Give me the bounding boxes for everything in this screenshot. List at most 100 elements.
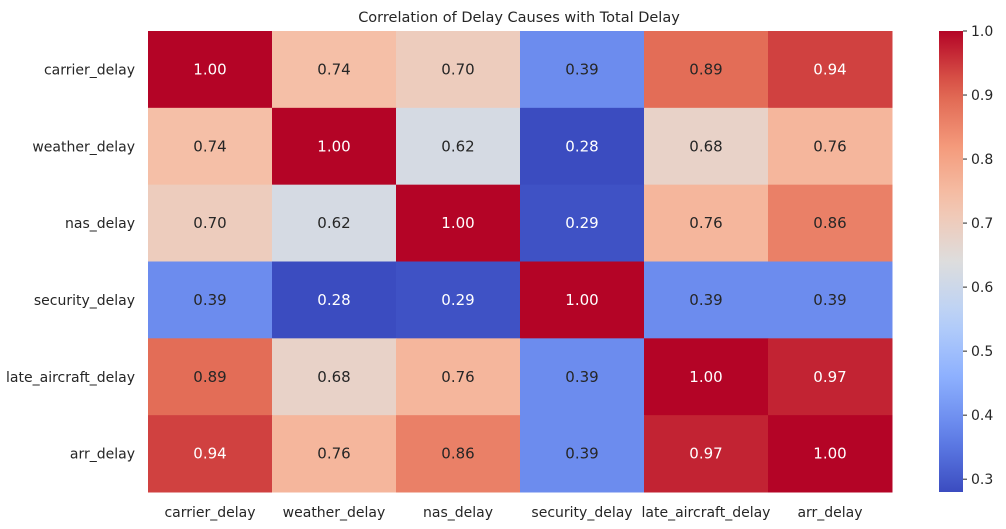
colorbar-tick-label: 0.8: [971, 152, 993, 168]
cell-value-label: 0.70: [193, 214, 226, 232]
cell-value-label: 1.00: [813, 445, 846, 463]
heatmap-cell: [272, 184, 397, 262]
heatmap-cell: [768, 338, 893, 416]
heatmap-cell: [272, 338, 397, 416]
heatmap-cell: [768, 184, 893, 262]
cell-value-label: 0.86: [813, 214, 846, 232]
x-tick-label: arr_delay: [797, 505, 862, 521]
colorbar-tick-label: 0.4: [971, 408, 993, 424]
heatmap-cell: [396, 261, 521, 339]
cell-value-label: 0.76: [689, 214, 722, 232]
cell-value-label: 0.68: [317, 368, 350, 386]
colorbar-tick-labels: 0.3 0.4 0.5 0.6 0.7 0.8 0.9 1.0: [963, 24, 993, 488]
heatmap-cell: [644, 415, 769, 493]
heatmap-cell: [520, 31, 645, 109]
cell-value-label: 0.70: [441, 60, 474, 78]
colorbar-tick-label: 0.5: [971, 344, 993, 360]
heatmap-cell: [148, 415, 273, 493]
cell-value-label: 0.74: [193, 137, 226, 155]
cell-value-label: 0.62: [317, 214, 350, 232]
cell-value-label: 0.39: [813, 291, 846, 309]
heatmap-cell: [520, 107, 645, 186]
y-tick-label: security_delay: [34, 293, 135, 309]
heatmap-cell-labels: 1.00 0.74 0.70 0.39 0.89 0.94 0.74 1.00 0.62 0.28…: [193, 60, 846, 462]
cell-value-label: 0.86: [441, 445, 474, 463]
cell-value-label: 1.00: [317, 137, 350, 155]
heatmap-cell: [768, 107, 893, 186]
cell-value-label: 0.89: [689, 60, 722, 78]
cell-value-label: 0.39: [565, 60, 598, 78]
cell-value-label: 0.39: [193, 291, 226, 309]
heatmap-cell: [644, 184, 769, 262]
heatmap-cell: [396, 184, 521, 262]
cell-value-label: 0.29: [565, 214, 598, 232]
x-tick-label: weather_delay: [283, 505, 386, 521]
cell-value-label: 0.76: [441, 368, 474, 386]
heatmap-cell: [272, 261, 397, 339]
cell-value-label: 0.94: [813, 60, 846, 78]
y-tick-label: arr_delay: [70, 447, 135, 463]
cell-value-label: 0.74: [317, 60, 350, 78]
cell-value-label: 0.68: [689, 137, 722, 155]
heatmap-cell: [644, 338, 769, 416]
cell-value-label: 1.00: [689, 368, 722, 386]
heatmap-cell: [148, 338, 273, 416]
cell-value-label: 1.00: [565, 291, 598, 309]
x-tick-label: carrier_delay: [164, 505, 255, 521]
cell-value-label: 0.28: [317, 291, 350, 309]
heatmap-cell: [148, 184, 273, 262]
cell-value-label: 0.89: [193, 368, 226, 386]
heatmap-cell: [396, 338, 521, 416]
chart-title: Correlation of Delay Causes with Total D…: [358, 10, 680, 26]
cell-value-label: 0.97: [689, 445, 722, 463]
y-tick-label: nas_delay: [65, 216, 135, 232]
y-tick-label: weather_delay: [32, 139, 135, 155]
heatmap-cells: [148, 31, 893, 493]
heatmap-cell: [644, 261, 769, 339]
heatmap-cell: [272, 31, 397, 109]
heatmap-cell: [520, 261, 645, 339]
y-tick-label: late_aircraft_delay: [6, 370, 135, 386]
heatmap-cell: [768, 31, 893, 109]
x-axis-tick-labels: carrier_delay weather_delay nas_delay secur…: [164, 505, 862, 521]
heatmap-cell: [272, 415, 397, 493]
cell-value-label: 0.62: [441, 137, 474, 155]
y-axis-tick-labels: carrier_delay weather_delay nas_delaysecur…: [6, 62, 135, 462]
colorbar-tick-label: 0.7: [971, 216, 993, 232]
heatmap-cell: [644, 107, 769, 186]
cell-value-label: 0.76: [317, 445, 350, 463]
heatmap-cell: [768, 261, 893, 339]
cell-value-label: 0.39: [689, 291, 722, 309]
colorbar-tick-label: 0.6: [971, 280, 993, 296]
y-tick-label: carrier_delay: [44, 62, 135, 78]
cell-value-label: 1.00: [441, 214, 474, 232]
heatmap-cell: [272, 107, 397, 186]
heatmap-cell: [148, 107, 273, 186]
cell-value-label: 0.39: [565, 445, 598, 463]
heatmap-cell: [396, 31, 521, 109]
heatmap-cell: [148, 261, 273, 339]
heatmap-cell: [148, 31, 273, 109]
heatmap-cell: [396, 415, 521, 493]
colorbar: [939, 31, 963, 492]
heatmap-cell: [520, 415, 645, 493]
heatmap-cell: [520, 184, 645, 262]
heatmap-cell: [396, 107, 521, 186]
colorbar-tick-label: 0.9: [971, 88, 993, 104]
cell-value-label: 0.29: [441, 291, 474, 309]
cell-value-label: 0.97: [813, 368, 846, 386]
heatmap-cell: [520, 338, 645, 416]
x-tick-label: nas_delay: [423, 505, 493, 521]
cell-value-label: 0.28: [565, 137, 598, 155]
x-tick-label: security_delay: [531, 505, 632, 521]
heatmap-cell: [768, 415, 893, 493]
colorbar-tick-label: 0.3: [971, 472, 993, 488]
cell-value-label: 1.00: [193, 60, 226, 78]
x-tick-label: late_aircraft_delay: [642, 505, 771, 521]
cell-value-label: 0.94: [193, 445, 226, 463]
heatmap-cell: [644, 31, 769, 109]
cell-value-label: 0.76: [813, 137, 846, 155]
colorbar-tick-label: 1.0: [971, 24, 993, 40]
cell-value-label: 0.39: [565, 368, 598, 386]
